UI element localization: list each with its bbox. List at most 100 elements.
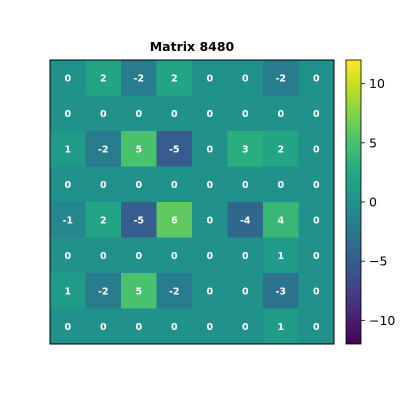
heatmap-cell	[121, 202, 157, 238]
heatmap-cell	[298, 60, 335, 96]
heatmap-cell-label: 0	[313, 109, 320, 120]
heatmap-cell-label: 0	[242, 73, 249, 84]
heatmap-cell-label: 0	[64, 73, 71, 84]
heatmap-cell	[121, 131, 157, 167]
heatmap-cell	[298, 273, 335, 309]
heatmap-cell-label: 0	[64, 109, 71, 120]
heatmap-cell	[192, 60, 228, 96]
heatmap-cell	[121, 60, 157, 96]
heatmap-cell-label: 0	[171, 251, 178, 262]
heatmap-cell-label: 0	[171, 109, 178, 120]
heatmap-cell	[263, 60, 299, 96]
heatmap-cell	[156, 237, 193, 274]
heatmap-cell	[192, 166, 228, 203]
heatmap-cell-label: 0	[206, 109, 213, 120]
heatmap-cell-label: -2	[169, 286, 180, 297]
heatmap-cell	[298, 166, 335, 203]
heatmap-cell-label: 0	[313, 73, 320, 84]
heatmap-cell-label: 0	[277, 180, 284, 191]
heatmap-cell	[227, 237, 264, 274]
heatmap-cell-label: 0	[313, 215, 320, 226]
heatmap-cell	[263, 202, 299, 238]
heatmap-cell	[50, 95, 86, 132]
heatmap-cell	[121, 95, 157, 132]
heatmap-cell	[192, 202, 228, 238]
heatmap-cell-label: 0	[206, 180, 213, 191]
colorbar-tick-label: 5	[369, 135, 377, 150]
heatmap-cell-label: 0	[206, 215, 213, 226]
chart-title: Matrix 8480	[150, 39, 235, 54]
colorbar	[345, 59, 362, 345]
heatmap-cell	[156, 273, 193, 309]
heatmap-cell-label: 0	[135, 109, 142, 120]
heatmap-cell	[227, 131, 264, 167]
heatmap-cell-label: 0	[135, 180, 142, 191]
heatmap-cell-label: 0	[135, 251, 142, 262]
heatmap-cell-label: 0	[242, 109, 249, 120]
heatmap-cell	[263, 237, 299, 274]
heatmap-cell	[85, 60, 122, 96]
heatmap-cell	[85, 273, 122, 309]
heatmap-cell-label: 0	[171, 322, 178, 333]
heatmap-cell	[227, 308, 264, 345]
heatmap-cell-label: 0	[64, 251, 71, 262]
heatmap-cell-label: 0	[206, 73, 213, 84]
heatmap-cell-label: 0	[242, 180, 249, 191]
heatmap-cell	[263, 131, 299, 167]
heatmap-cell	[121, 166, 157, 203]
heatmap-cell	[85, 166, 122, 203]
heatmap-cell	[85, 308, 122, 345]
heatmap-cell	[192, 273, 228, 309]
heatmap-cell	[192, 95, 228, 132]
heatmap-cell-label: 0	[100, 251, 107, 262]
heatmap-cell	[156, 60, 193, 96]
heatmap-cell-label: 1	[277, 251, 284, 262]
heatmap-cell	[156, 202, 193, 238]
heatmap-cell-label: 0	[171, 180, 178, 191]
heatmap-cell	[85, 131, 122, 167]
heatmap-cell-label: 0	[100, 109, 107, 120]
heatmap-cell	[50, 131, 86, 167]
heatmap-cell	[121, 273, 157, 309]
heatmap-cell	[50, 202, 86, 238]
heatmap-cell-label: -1	[62, 215, 73, 226]
heatmap-cell-label: 1	[277, 322, 284, 333]
heatmap-cell	[156, 95, 193, 132]
heatmap-cell	[50, 273, 86, 309]
heatmap-cell	[227, 166, 264, 203]
heatmap-cell-label: 4	[277, 215, 284, 226]
colorbar-tick-label: 0	[369, 195, 377, 210]
heatmap-cell-label: 2	[100, 215, 107, 226]
heatmap-cell-label: 0	[206, 322, 213, 333]
heatmap-cell	[298, 237, 335, 274]
heatmap-cell-label: 0	[313, 180, 320, 191]
heatmap-cell	[50, 308, 86, 345]
heatmap-cell	[156, 131, 193, 167]
heatmap-cell-label: -2	[133, 73, 144, 84]
heatmap-cell	[192, 131, 228, 167]
heatmap-cell	[156, 166, 193, 203]
heatmap-cell	[121, 308, 157, 345]
heatmap-cell	[263, 95, 299, 132]
heatmap-cell-label: 2	[100, 73, 107, 84]
colorbar-tick-label: −10	[369, 313, 395, 328]
heatmap-cell	[263, 273, 299, 309]
heatmap-cell	[192, 237, 228, 274]
heatmap-cell-label: -3	[275, 286, 286, 297]
heatmap-cell-label: 0	[135, 322, 142, 333]
heatmap-cell-label: 0	[242, 322, 249, 333]
heatmap-cell-label: 0	[206, 286, 213, 297]
heatmap-cell	[227, 273, 264, 309]
heatmap-cell-label: -5	[169, 144, 180, 155]
heatmap-cell	[298, 95, 335, 132]
colorbar-ticks: 10 5 0 −5 −10	[361, 76, 395, 328]
heatmap-cell	[50, 60, 86, 96]
heatmap-cell-label: 0	[313, 286, 320, 297]
heatmap-cell-label: 1	[64, 286, 71, 297]
heatmap-cell	[298, 308, 335, 345]
heatmap-cell	[227, 60, 264, 96]
heatmap-cell-label: 0	[64, 322, 71, 333]
heatmap-cell	[121, 237, 157, 274]
